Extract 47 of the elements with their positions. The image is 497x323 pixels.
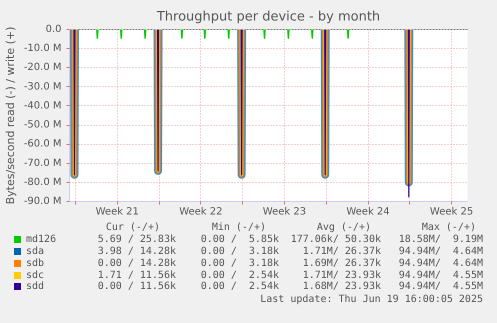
text: 94.94M/ 4.64M xyxy=(398,258,483,270)
y-tick-label: -40.0 M xyxy=(24,100,62,112)
text: 3.98 / 14.28k xyxy=(98,246,176,258)
y-tick-label: -10.0 M xyxy=(24,43,62,54)
text: Last update: Thu Jun 19 16:00:05 2025 xyxy=(260,294,483,306)
text: 1.71M/ 26.37k xyxy=(302,246,381,258)
legend-label: sdb xyxy=(26,258,44,270)
text: 0.00 / 5.85k xyxy=(200,234,279,246)
text: 94.94M/ 4.55M xyxy=(398,270,483,282)
text: Max (-/+) xyxy=(422,222,476,234)
text: 1.68M/ 23.93k xyxy=(302,281,381,293)
text: 1.71M/ 23.93k xyxy=(302,270,381,281)
chart-title: Throughput per device - by month xyxy=(156,10,380,24)
text: 0.00 / 2.54k xyxy=(200,270,279,281)
legend-label: sdc xyxy=(26,270,44,281)
legend-label: md126 xyxy=(26,234,56,246)
legend-label: sdd xyxy=(26,281,44,293)
text: 5.69 / 25.83k xyxy=(98,234,176,246)
x-tick-label: Week 24 xyxy=(346,206,390,218)
y-tick-label: -30.0 M xyxy=(24,81,62,92)
y-tick-label: -60.0 M xyxy=(24,138,62,150)
legend-label: sda xyxy=(26,246,44,258)
text: 0.00 / 14.28k xyxy=(98,258,176,270)
text: 1.69M/ 26.37k xyxy=(302,258,381,270)
x-tick-label: Week 22 xyxy=(179,206,222,218)
x-tick-label: Week 21 xyxy=(96,206,139,218)
text: 94.94M/ 4.64M xyxy=(398,246,483,258)
y-tick-label: -80.0 M xyxy=(24,176,62,188)
y-tick-label: 0.0 xyxy=(46,24,62,35)
y-tick-label: -90.0 M xyxy=(24,196,62,207)
text: Avg (-/+) xyxy=(316,222,371,234)
text: Cur (-/+) xyxy=(106,222,160,234)
y-tick-label: -50.0 M xyxy=(24,120,62,131)
y-axis-title: Bytes/second read (-) / write (+) xyxy=(4,26,17,204)
text: 0.00 / 11.56k xyxy=(98,281,176,293)
text: 177.06k/ 50.30k xyxy=(290,234,381,246)
y-tick-label: -70.0 M xyxy=(24,158,62,169)
text: 18.58M/ 9.19M xyxy=(398,234,483,246)
x-tick-label: Week 23 xyxy=(262,206,306,218)
text: 0.00 / 3.18k xyxy=(200,246,279,258)
text: Min (-/+) xyxy=(212,222,266,234)
text: 0.00 / 3.18k xyxy=(200,258,279,270)
x-tick-label: Week 25 xyxy=(430,206,474,218)
y-tick-label: -20.0 M xyxy=(24,62,62,74)
text: 0.00 / 2.54k xyxy=(200,281,279,293)
text: 1.71 / 11.56k xyxy=(98,270,176,281)
text: 94.94M/ 4.55M xyxy=(398,281,483,293)
